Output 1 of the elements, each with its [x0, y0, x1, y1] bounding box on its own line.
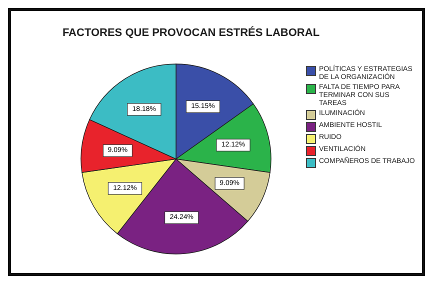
chart-title: FACTORES QUE PROVOCAN ESTRÉS LABORAL — [61, 27, 321, 39]
